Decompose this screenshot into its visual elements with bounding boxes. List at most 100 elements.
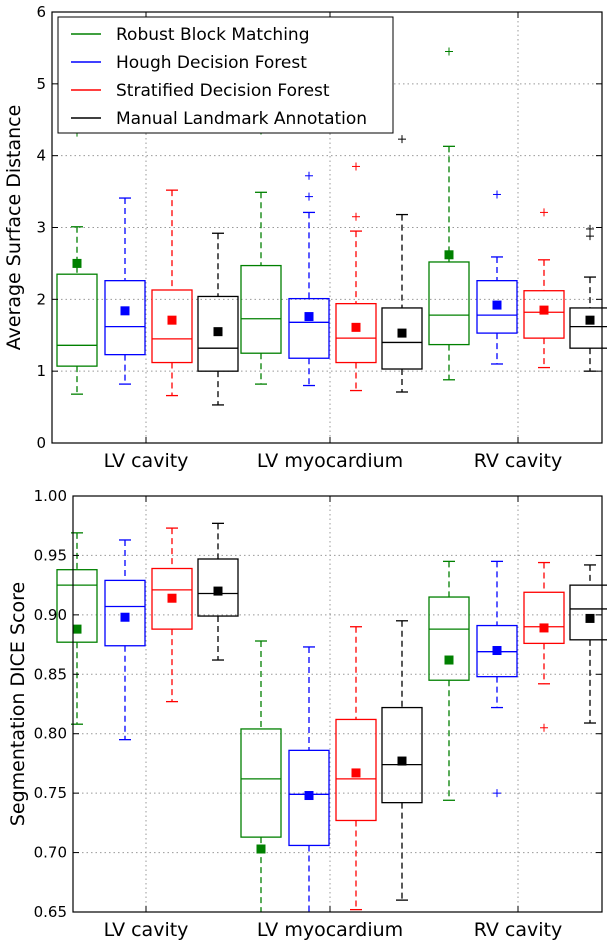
chart-1-box-0-1 xyxy=(240,126,282,385)
chart-1-ytick-label: 1 xyxy=(36,362,46,380)
chart-1-box-1-2 xyxy=(476,190,518,365)
chart-1-box-1-1 xyxy=(288,171,330,387)
mean-marker xyxy=(585,613,595,623)
outlier-point xyxy=(305,192,313,201)
chart-2-box-2-2 xyxy=(523,561,565,732)
legend-label: Stratified Decision Forest xyxy=(116,81,330,101)
chart-2-box-2-1 xyxy=(335,626,377,911)
legend-label: Robust Block Matching xyxy=(116,25,309,45)
outlier-point xyxy=(398,135,406,144)
chart-1-ytick-label: 6 xyxy=(36,3,46,21)
box-iqr xyxy=(381,706,423,804)
box-iqr xyxy=(197,295,239,372)
chart-2-ytick-label: 0.95 xyxy=(34,546,67,564)
mean-marker xyxy=(120,612,130,622)
mean-marker xyxy=(256,844,266,854)
mean-marker xyxy=(492,300,502,310)
box-iqr xyxy=(104,280,146,356)
chart-1-ylabel: Average Surface Distance xyxy=(3,105,25,351)
box-iqr xyxy=(476,280,518,334)
chart-2-ytick-label: 0.85 xyxy=(34,665,67,683)
chart-1-box-2-1 xyxy=(335,162,377,392)
box-iqr xyxy=(288,749,330,847)
chart-2-axes-frame xyxy=(72,495,603,913)
chart-2-box-3-0 xyxy=(197,522,239,661)
mean-marker xyxy=(397,328,407,338)
chart-2-ytick-label: 0.65 xyxy=(34,903,67,921)
mean-marker xyxy=(351,768,361,778)
outlier-point xyxy=(586,232,594,241)
box-iqr xyxy=(428,261,470,346)
chart-1-ytick-label: 3 xyxy=(36,219,46,237)
mean-marker xyxy=(585,315,595,325)
outlier-point xyxy=(445,47,453,56)
mean-marker xyxy=(304,312,314,322)
mean-marker xyxy=(72,258,82,268)
box-iqr xyxy=(381,307,423,370)
mean-marker xyxy=(167,593,177,603)
chart-1-ytick-label: 5 xyxy=(36,75,46,93)
chart-2-ytick-label: 0.90 xyxy=(34,606,67,624)
mean-marker xyxy=(539,305,549,315)
outlier-point xyxy=(493,789,501,798)
mean-marker xyxy=(539,623,549,633)
chart-2-xtick-label: LV myocardium xyxy=(257,919,403,940)
mean-marker xyxy=(351,322,361,332)
box-iqr xyxy=(335,302,377,364)
chart-1-box-2-0 xyxy=(151,189,193,397)
chart-1-box-3-1 xyxy=(381,135,423,393)
chart-2-box-1-1 xyxy=(288,646,330,912)
mean-marker xyxy=(167,315,177,325)
chart-2: 0.65 0.70 0.75 0.80 0.85 0.90 0.95 1.00 LV cavit… xyxy=(7,487,607,941)
box-iqr xyxy=(335,718,377,822)
box-iqr xyxy=(151,289,193,364)
chart-2-box-2-0 xyxy=(151,527,193,703)
chart-2-ytick-label: 0.80 xyxy=(34,725,67,743)
chart-1-box-0-0 xyxy=(56,128,98,395)
chart-1-ytick-label: 4 xyxy=(36,147,46,165)
box-iqr xyxy=(288,297,330,359)
outlier-point xyxy=(586,224,594,233)
chart-2-box-0-1 xyxy=(240,640,282,912)
mean-marker xyxy=(304,791,314,801)
box-iqr xyxy=(523,591,565,645)
chart-1-xtick-label: LV myocardium xyxy=(257,450,403,472)
box-iqr xyxy=(56,569,98,643)
chart-2-ylabel: Segmentation DICE Score xyxy=(7,582,29,826)
outlier-point xyxy=(352,162,360,171)
box-iqr xyxy=(197,558,239,617)
legend-label: Manual Landmark Annotation xyxy=(116,109,367,129)
chart-1-xtick-label: RV cavity xyxy=(474,450,563,472)
chart-1-ytick-label: 2 xyxy=(36,290,46,308)
mean-marker xyxy=(492,646,502,656)
chart-2-xtick-label: RV cavity xyxy=(474,919,563,940)
chart-2-ytick-label: 1.00 xyxy=(34,487,67,505)
mean-marker xyxy=(213,327,223,337)
box-iqr xyxy=(104,579,146,647)
chart-2-box-0-2 xyxy=(428,560,470,801)
mean-marker xyxy=(72,624,82,634)
mean-marker xyxy=(444,655,454,665)
outlier-point xyxy=(540,723,548,732)
box-iqr xyxy=(240,264,282,354)
outlier-point xyxy=(305,171,313,180)
legend-frame xyxy=(57,16,394,134)
chart-2-box-0-0 xyxy=(56,532,98,725)
chart-1-box-3-2 xyxy=(569,224,607,372)
outlier-point xyxy=(493,190,501,199)
outlier-point xyxy=(352,212,360,221)
chart-1-ytick-label: 0 xyxy=(36,434,46,452)
mean-marker xyxy=(444,250,454,260)
legend-label: Hough Decision Forest xyxy=(116,53,307,73)
box-iqr xyxy=(428,596,470,681)
box-iqr xyxy=(151,567,193,630)
chart-1-box-2-2 xyxy=(523,208,565,369)
chart-1-box-0-2 xyxy=(428,47,470,381)
box-iqr xyxy=(56,273,98,367)
mean-marker xyxy=(213,586,223,596)
chart-1: 0 1 2 3 4 5 6 LV cavity LV myocardium RV cavity Av… xyxy=(3,3,607,472)
chart-1-box-1-0 xyxy=(104,197,146,385)
chart-2-box-1-0 xyxy=(104,539,146,741)
